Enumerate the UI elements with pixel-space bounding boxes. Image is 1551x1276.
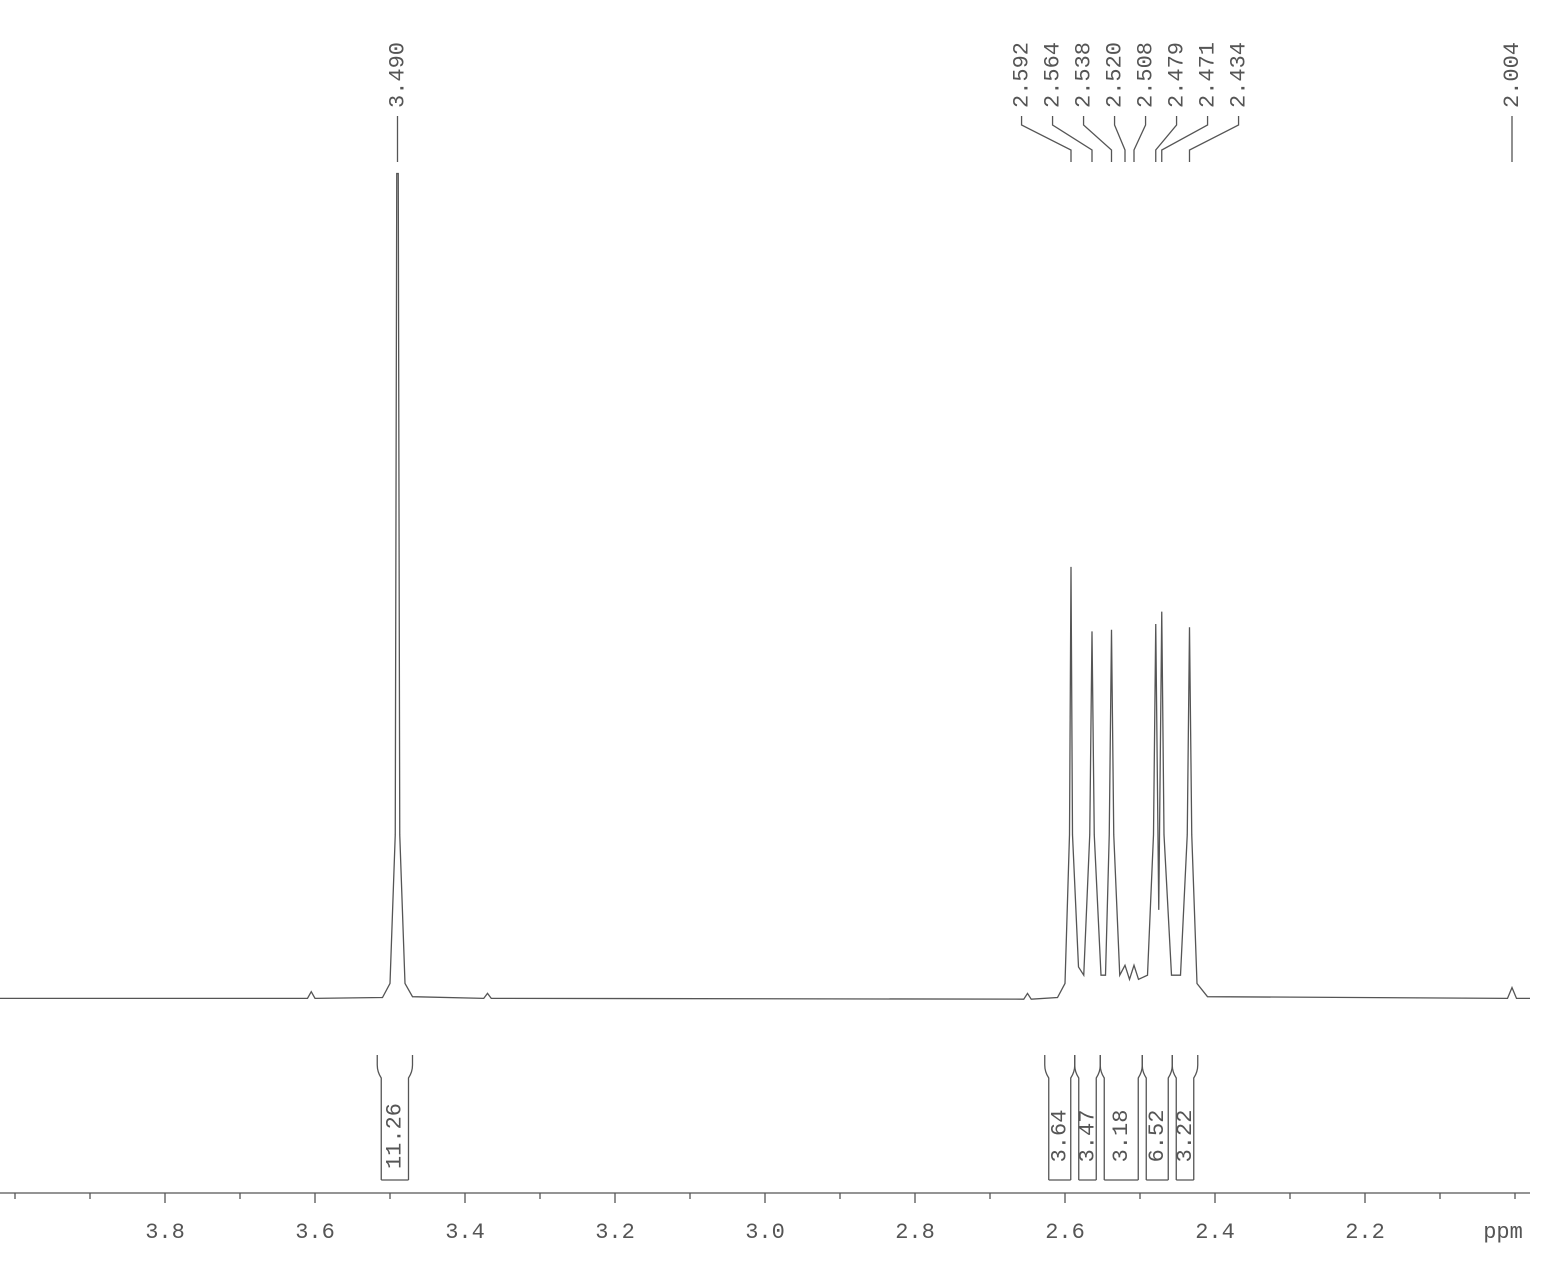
peak-label: 2.538 <box>1071 42 1096 108</box>
peak-label: 2.479 <box>1164 42 1189 108</box>
peak-connector <box>1161 116 1209 162</box>
integral-value: 6.52 <box>1145 1110 1170 1163</box>
x-tick-label: 2.4 <box>1195 1220 1235 1245</box>
x-tick-label: 2.8 <box>895 1220 935 1245</box>
peak-label: 2.520 <box>1102 42 1127 108</box>
x-tick-label: 3.0 <box>745 1220 785 1245</box>
peak-label: 2.004 <box>1500 42 1525 108</box>
peak-connector <box>1113 116 1126 162</box>
x-tick-label: 3.6 <box>295 1220 335 1245</box>
x-tick-label: 2.2 <box>1345 1220 1385 1245</box>
peak-label: 2.471 <box>1195 42 1220 108</box>
peak-label: 2.564 <box>1040 42 1065 108</box>
integral-bracket <box>1171 1055 1199 1181</box>
peak-connector <box>1051 116 1093 162</box>
peak-connector <box>1188 116 1240 162</box>
integral-bracket <box>376 1055 414 1181</box>
peak-label: 2.592 <box>1009 42 1034 108</box>
integral-value: 3.18 <box>1109 1110 1134 1163</box>
integral-value: 3.22 <box>1173 1110 1198 1163</box>
peak-label: 3.490 <box>385 42 410 108</box>
integral-value: 11.26 <box>383 1103 408 1169</box>
peak-connector <box>1082 116 1113 162</box>
x-tick-label: 2.6 <box>1045 1220 1085 1245</box>
x-tick-label: 3.2 <box>595 1220 635 1245</box>
peak-label: 2.434 <box>1226 42 1251 108</box>
peak-connector <box>1133 116 1147 162</box>
integral-value: 3.64 <box>1048 1110 1073 1163</box>
spectrum-line <box>0 172 1530 1000</box>
peak-connector <box>1155 116 1178 162</box>
x-axis-label: ppm <box>1483 1220 1523 1245</box>
integral-value: 3.47 <box>1075 1110 1100 1163</box>
peak-connector <box>1020 116 1072 162</box>
x-tick-label: 3.8 <box>145 1220 185 1245</box>
peak-label: 2.508 <box>1133 42 1158 108</box>
x-tick-label: 3.4 <box>445 1220 485 1245</box>
